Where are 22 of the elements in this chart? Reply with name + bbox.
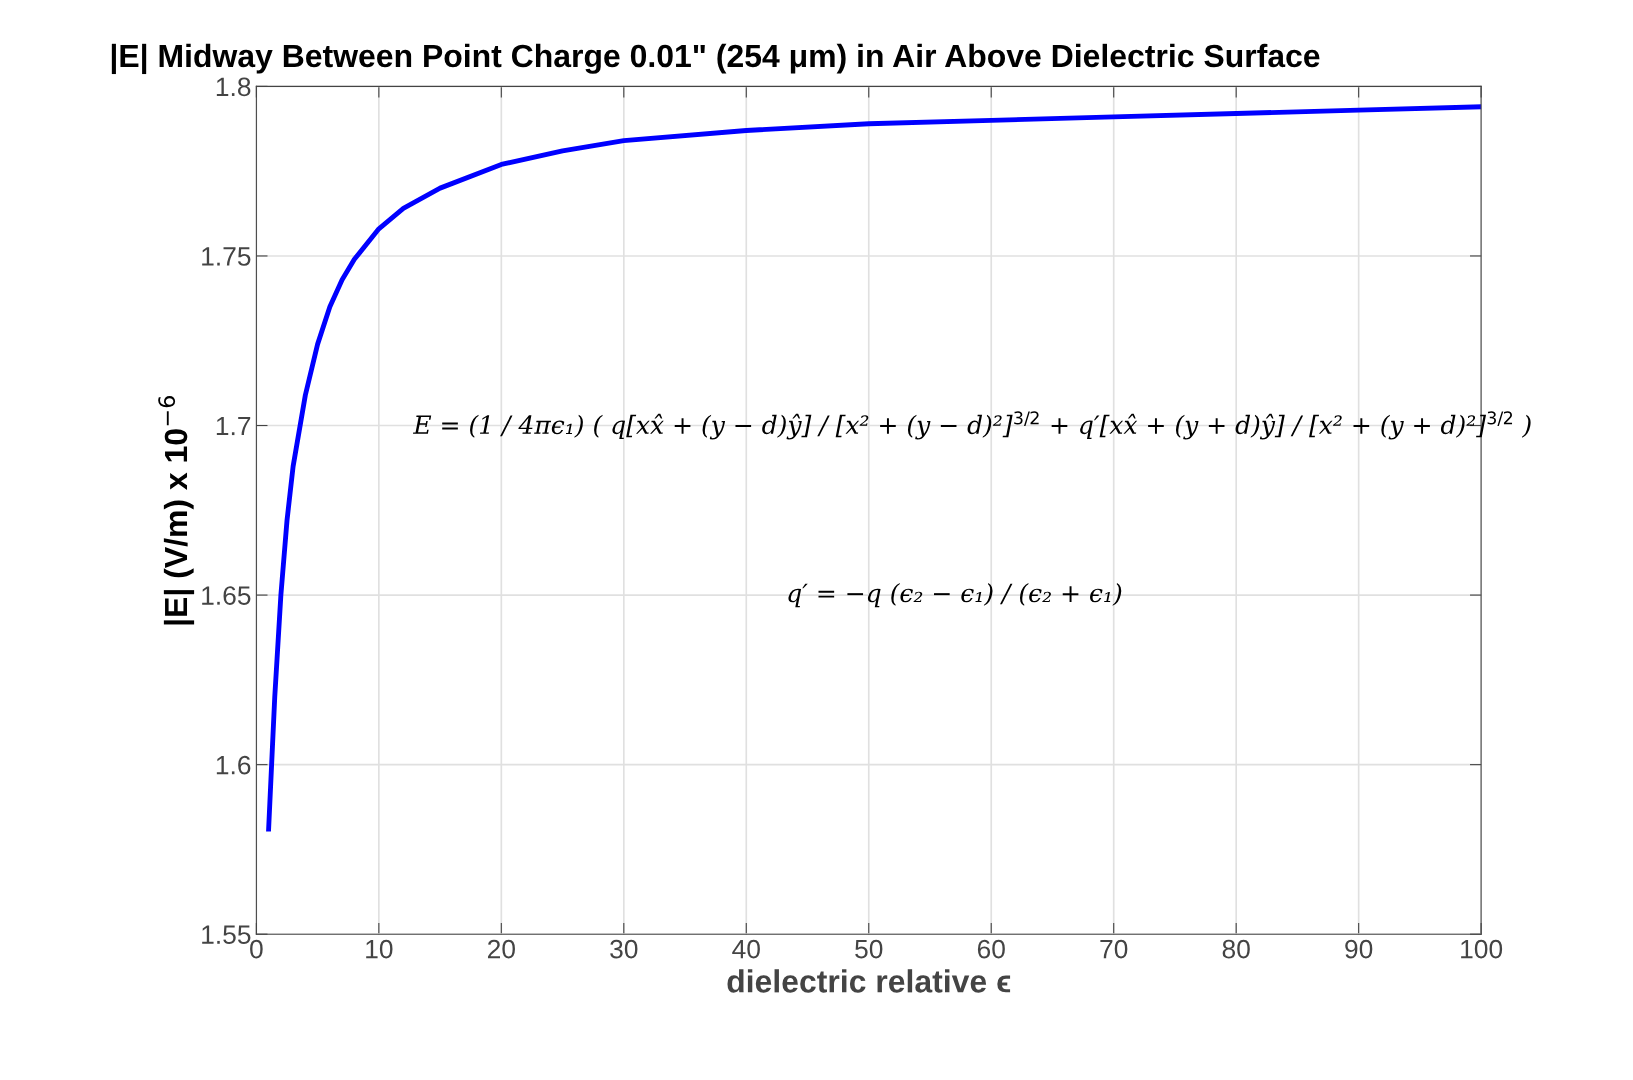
x-tick-label: 30 (610, 939, 638, 959)
y-tick-label: 1.8 (216, 77, 251, 97)
y-tick-label: 1.55 (202, 925, 251, 945)
x-tick-label: 0 (250, 939, 263, 959)
x-tick-label: 20 (487, 939, 515, 959)
x-axis-title: dielectric relative ϵ (727, 969, 1011, 993)
y-axis-title: |E| (V/m) x 10$^{−6}$ (158, 396, 195, 625)
y-tick-label: 1.7 (216, 416, 251, 436)
annotation: q′ = −q (ϵ₂ − ϵ₁) / (ϵ₂ + ϵ₁) (788, 582, 1122, 608)
chart-title: |E| Midway Between Point Charge 0.01" (254 μm) in Air Above Dielectric Surface (111, 43, 1320, 75)
x-tick-label: 70 (1100, 939, 1128, 959)
y-tick-label: 1.6 (216, 755, 251, 775)
x-tick-label: 60 (977, 939, 1005, 959)
x-tick-label: 40 (732, 939, 760, 959)
x-tick-label: 100 (1461, 939, 1503, 959)
x-tick-label: 10 (366, 939, 393, 959)
x-tick-label: 80 (1222, 939, 1250, 959)
y-tick-label: 1.75 (202, 247, 251, 266)
annotation: E = (1 / 4πϵ₁) ( q[xx̂ + (y − d)ŷ] / [x² + (y − d)²]$^{3/2}$ + q′[xx̂ + (y + d)ŷ] / [x² + (y + d)²]$^{3/2}$ ) (412, 411, 1531, 440)
y-tick-label: 1.65 (202, 586, 251, 605)
x-tick-label: 90 (1345, 939, 1373, 959)
x-tick-label: 50 (855, 939, 883, 959)
